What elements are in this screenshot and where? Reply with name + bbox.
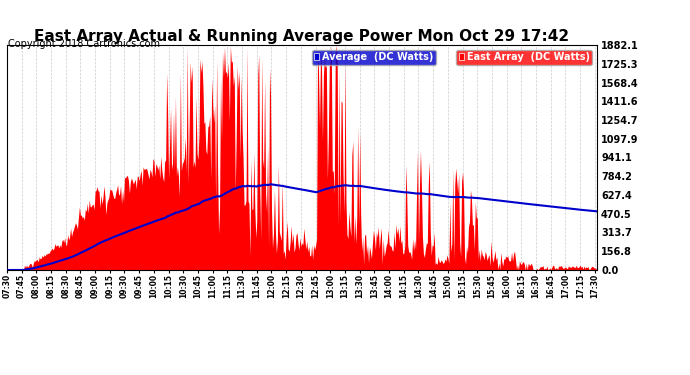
Legend: East Array  (DC Watts): East Array (DC Watts)	[456, 50, 592, 65]
Text: Copyright 2018 Cartronics.com: Copyright 2018 Cartronics.com	[8, 39, 160, 50]
Title: East Array Actual & Running Average Power Mon Oct 29 17:42: East Array Actual & Running Average Powe…	[34, 29, 569, 44]
